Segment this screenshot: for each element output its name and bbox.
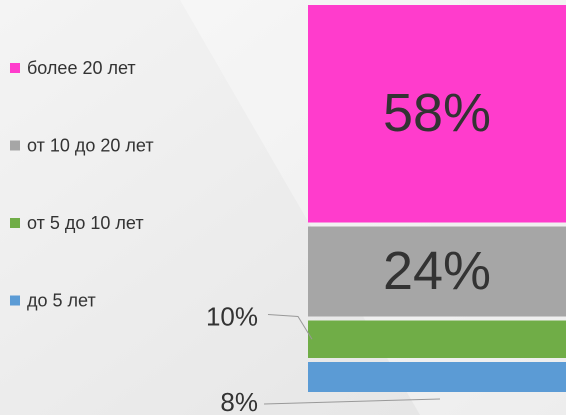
data-label: 10%	[206, 301, 258, 331]
data-label: 24%	[383, 241, 491, 301]
leader-line	[263, 398, 441, 405]
legend-label: от 10 до 20 лет	[27, 135, 154, 155]
bar-segment	[308, 226, 566, 317]
legend-label: до 5 лет	[27, 290, 96, 310]
legend-swatch	[10, 295, 20, 306]
data-label: 58%	[383, 83, 491, 143]
legend-label: от 5 до 10 лет	[27, 213, 144, 233]
bar-segment	[308, 5, 566, 223]
legend-label: более 20 лет	[27, 58, 136, 78]
legend-swatch	[10, 140, 20, 151]
data-label: 8%	[220, 387, 258, 415]
leader-line	[267, 314, 313, 340]
bar-segment	[308, 362, 566, 392]
bar-segment	[308, 320, 566, 358]
legend-swatch	[10, 63, 20, 73]
legend-swatch	[10, 218, 20, 228]
